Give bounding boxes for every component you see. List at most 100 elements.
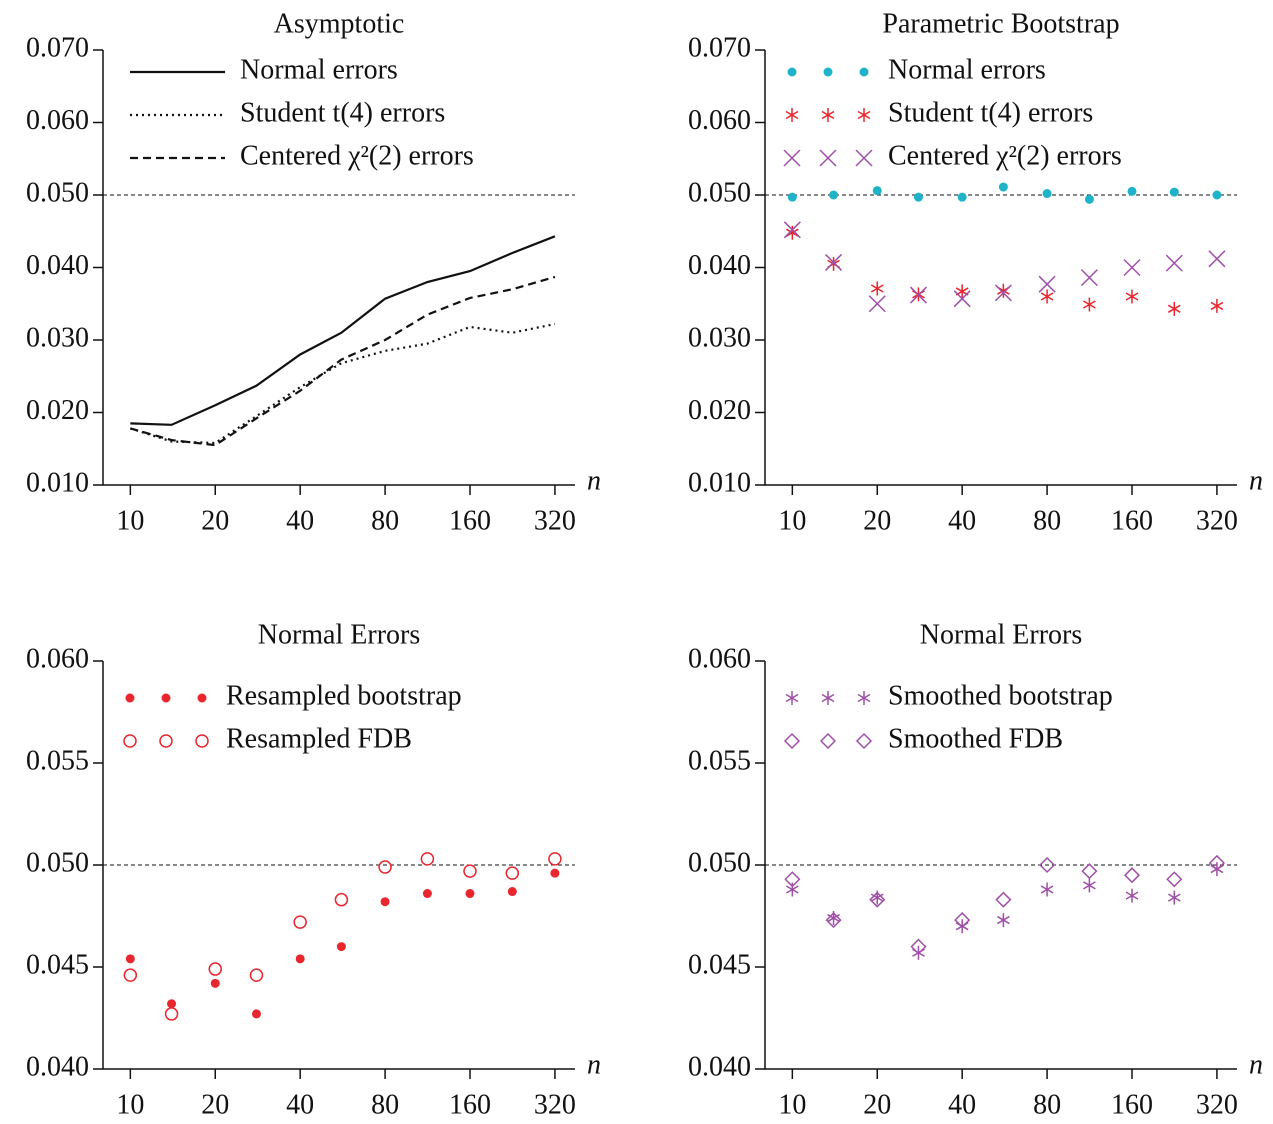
dot	[210, 978, 220, 988]
x-tick-label: 20	[863, 505, 891, 536]
cross	[825, 253, 843, 271]
marker	[293, 915, 307, 929]
dot	[197, 693, 207, 703]
dot	[1127, 186, 1137, 196]
marker	[380, 897, 390, 907]
ring	[463, 864, 477, 878]
marker	[953, 290, 971, 308]
ring	[334, 892, 349, 907]
x-tick-label: 160	[1111, 505, 1153, 536]
cross	[1080, 269, 1098, 287]
dot	[829, 190, 839, 200]
diamond	[1081, 863, 1098, 880]
ring	[293, 915, 307, 929]
star	[870, 281, 884, 296]
x-tick-label: 320	[1196, 505, 1238, 536]
x-tick-label: 10	[778, 1089, 806, 1120]
diamond	[1039, 856, 1056, 874]
x-tick-label: 80	[371, 505, 399, 536]
y-tick-label: 0.040	[688, 1051, 751, 1082]
marker	[819, 732, 837, 750]
marker	[1125, 289, 1139, 304]
marker	[336, 942, 346, 952]
dot	[380, 897, 390, 907]
dot	[787, 192, 797, 202]
marker	[167, 999, 177, 1009]
dot	[550, 868, 560, 878]
cross	[1208, 250, 1226, 268]
marker	[1081, 863, 1098, 880]
marker	[208, 962, 223, 976]
marker	[997, 283, 1010, 298]
x-tick-label: 20	[863, 1089, 891, 1120]
marker	[1166, 871, 1183, 888]
y-tick-label: 0.020	[688, 395, 751, 426]
panel: Normal Errors n 0.040 0.045 0.050 0.055 0.060 1…	[26, 619, 601, 1120]
marker	[785, 691, 799, 705]
cross	[819, 149, 837, 167]
x-axis-label: n	[1249, 465, 1263, 496]
diamond	[1166, 871, 1183, 888]
diamond	[1123, 867, 1141, 884]
dot	[1212, 190, 1222, 200]
marker	[548, 852, 562, 866]
ring	[505, 866, 520, 880]
dot	[465, 889, 475, 899]
marker	[334, 892, 349, 907]
star	[785, 225, 799, 240]
x-tick-label: 20	[201, 1089, 229, 1120]
marker	[1042, 189, 1052, 199]
marker	[161, 693, 171, 703]
y-tick-label: 0.040	[688, 250, 751, 281]
y-tick-label: 0.055	[688, 745, 751, 776]
star	[785, 691, 799, 705]
x-axis-label: n	[587, 1049, 601, 1080]
marker	[197, 693, 207, 703]
x-tick-label: 20	[201, 505, 229, 536]
diamond	[784, 871, 801, 888]
marker	[1084, 194, 1094, 204]
legend-label: Normal errors	[888, 54, 1046, 85]
star	[1125, 888, 1139, 903]
marker	[1083, 297, 1096, 312]
cross	[1038, 275, 1056, 293]
marker	[855, 732, 873, 750]
marker	[1040, 882, 1054, 897]
ring	[123, 734, 137, 748]
marker	[1125, 888, 1139, 903]
marker	[251, 1009, 261, 1019]
marker	[1040, 289, 1054, 304]
marker	[954, 912, 971, 929]
marker	[295, 954, 305, 964]
y-tick-label: 0.030	[26, 322, 89, 353]
diamond	[869, 891, 886, 908]
marker	[829, 190, 839, 200]
marker	[868, 295, 886, 313]
marker	[125, 954, 135, 964]
y-tick-label: 0.010	[26, 467, 89, 498]
x-tick-label: 320	[1196, 1089, 1238, 1120]
x-tick-label: 320	[534, 505, 576, 536]
legend-label: Student t(4) errors	[240, 97, 445, 128]
marker	[420, 852, 435, 866]
cross	[1123, 258, 1141, 277]
marker	[1083, 878, 1096, 893]
marker	[1080, 269, 1098, 287]
marker	[1123, 867, 1141, 884]
marker	[994, 284, 1012, 302]
y-tick-label: 0.050	[688, 177, 751, 208]
dot	[251, 1009, 261, 1019]
y-tick-label: 0.040	[26, 250, 89, 281]
diamond	[995, 891, 1012, 908]
x-tick-label: 160	[449, 1089, 491, 1120]
star	[997, 913, 1010, 928]
diamond	[825, 912, 842, 929]
marker	[997, 913, 1010, 928]
diamond	[855, 732, 873, 750]
marker	[465, 889, 475, 899]
dot	[913, 192, 923, 202]
dot	[957, 192, 967, 202]
cross	[953, 290, 971, 308]
y-tick-label: 0.050	[26, 847, 89, 878]
marker	[785, 882, 799, 897]
